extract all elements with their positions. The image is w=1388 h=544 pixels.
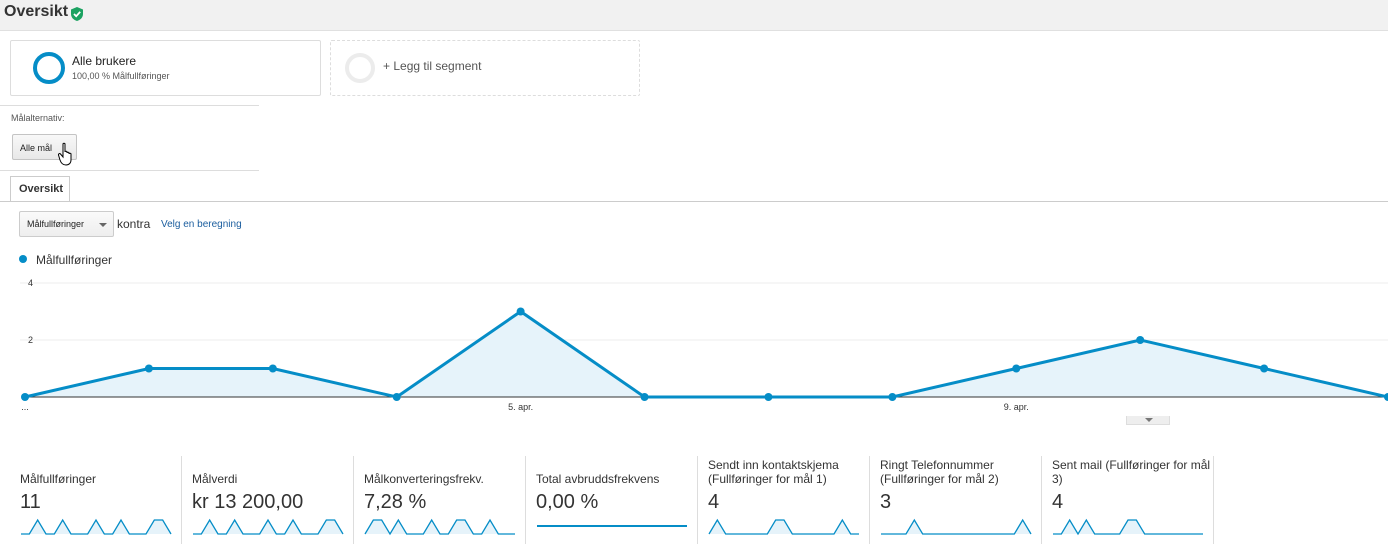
metric-select[interactable]: Målfullføringer <box>19 211 114 237</box>
legend-label: Målfullføringer <box>36 253 113 267</box>
data-point[interactable] <box>392 393 401 401</box>
scorecard-value: 11 <box>20 491 41 513</box>
page-title: Oversikt <box>4 3 69 20</box>
scorecard[interactable]: Målkonverteringsfrekv. 7,28 % <box>354 456 526 544</box>
sparkline-line <box>193 518 344 535</box>
scorecard[interactable]: Målverdi kr 13 200,00 <box>182 456 354 544</box>
hand-cursor-icon <box>58 142 72 166</box>
segment-subtitle: 100,00 % Målfullføringer <box>72 71 170 81</box>
scorecards: Målfullføringer 11 Målverdi kr 13 200,00 Mål… <box>10 456 1388 544</box>
verified-shield-icon <box>71 7 83 21</box>
data-point[interactable] <box>764 393 773 401</box>
data-point[interactable] <box>268 364 277 373</box>
add-segment-label: + Legg til segment <box>383 59 482 73</box>
chevron-down-icon <box>99 223 107 227</box>
scorecard-value: 3 <box>880 491 892 513</box>
sparkline-area <box>709 520 859 534</box>
x-tick-label: 5. apr. <box>508 402 533 412</box>
tab-overview[interactable]: Oversikt <box>10 176 70 202</box>
sparkline <box>708 518 859 535</box>
empty-segment-ring-icon <box>345 53 375 83</box>
data-point[interactable] <box>516 307 525 316</box>
versus-label: kontra <box>117 217 151 231</box>
tab-underline <box>0 201 1388 202</box>
sparkline-area <box>193 520 343 534</box>
scorecard-label: Ringt Telefonnummer (Fullføringer for må… <box>880 458 999 486</box>
expand-chart-toggle[interactable] <box>1126 416 1170 425</box>
x-tick-label: ... <box>21 402 29 412</box>
goal-option-label: Målalternativ: <box>11 113 65 123</box>
data-point[interactable] <box>640 393 649 401</box>
scorecard-value: 4 <box>1052 491 1064 513</box>
sparkline <box>193 518 344 535</box>
y-tick-label: 4 <box>28 278 33 288</box>
goal-option-button[interactable]: Alle mål <box>12 134 77 160</box>
scorecard[interactable]: Målfullføringer 11 <box>10 456 182 544</box>
sparkline-line <box>21 518 172 535</box>
data-point[interactable] <box>1136 336 1145 344</box>
pick-metric-link[interactable]: Velg en beregning <box>161 219 242 230</box>
add-segment-button[interactable]: + Legg til segment <box>330 40 640 96</box>
scorecard-label: Total avbruddsfrekvens <box>536 472 660 486</box>
legend-marker <box>19 255 27 263</box>
y-tick-label: 2 <box>28 335 33 345</box>
scorecard-label: Målkonverteringsfrekv. <box>364 472 484 486</box>
segment-card-all-users[interactable]: Alle brukere 100,00 % Målfullføringer <box>10 40 321 96</box>
scorecard-label: Sendt inn kontaktskjema (Fullføringer fo… <box>708 458 839 486</box>
segment-ring-icon <box>33 52 65 84</box>
sparkline-area <box>21 520 171 534</box>
scorecard-label: Målverdi <box>192 472 238 486</box>
sparkline-area <box>881 520 1031 534</box>
sparkline-line <box>881 518 1032 535</box>
chevron-down-icon <box>1145 418 1153 422</box>
data-point[interactable] <box>1012 364 1021 373</box>
data-point[interactable] <box>1260 364 1269 373</box>
scorecard[interactable]: Sent mail (Fullføringer for mål 3) 4 <box>1042 456 1214 544</box>
data-point[interactable] <box>21 393 29 401</box>
scorecard-label: Målfullføringer <box>20 472 97 486</box>
metric-select-value: Målfullføringer <box>27 219 85 229</box>
sparkline <box>364 518 515 536</box>
series-area <box>25 311 1388 397</box>
divider <box>0 170 259 171</box>
scorecard-value: 0,00 % <box>536 491 599 513</box>
data-point[interactable] <box>888 393 897 401</box>
sparkline <box>1053 518 1203 536</box>
scorecard-label: Sent mail (Fullføringer for mål 3) <box>1052 458 1211 486</box>
scorecard[interactable]: Ringt Telefonnummer (Fullføringer for må… <box>870 456 1042 544</box>
data-point[interactable] <box>1384 393 1388 401</box>
scorecard-value: 4 <box>708 491 720 513</box>
sparkline-line <box>364 518 515 536</box>
series-line <box>24 309 1388 399</box>
sparkline-line <box>1053 518 1203 536</box>
segment-name: Alle brukere <box>72 54 137 68</box>
scorecard-value: 7,28 % <box>364 491 427 513</box>
sparkline <box>881 518 1032 535</box>
x-tick-label: 9. apr. <box>1004 402 1029 412</box>
sparkline <box>21 518 172 535</box>
data-point[interactable] <box>144 364 153 373</box>
sparkline <box>537 525 687 527</box>
header-bar: Oversikt <box>0 0 1388 31</box>
scorecard[interactable]: Total avbruddsfrekvens 0,00 % <box>526 456 698 544</box>
sparkline-area <box>365 520 515 534</box>
sparkline-line <box>708 518 859 535</box>
scorecard-value: kr 13 200,00 <box>192 491 304 513</box>
goal-completions-chart[interactable]: 4 2... 5. apr. 9. apr. <box>0 270 1388 420</box>
sparkline-area <box>1053 520 1203 534</box>
scorecard[interactable]: Sendt inn kontaktskjema (Fullføringer fo… <box>698 456 870 544</box>
divider <box>0 105 259 106</box>
